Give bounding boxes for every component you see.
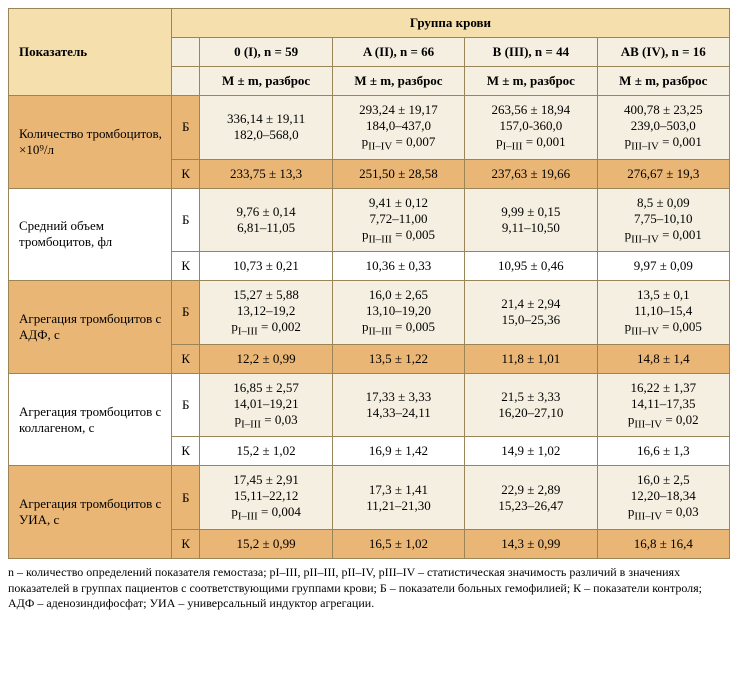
cell-b: 293,24 ± 19,17184,0–437,0pII–IV = 0,007 bbox=[332, 96, 464, 160]
cell-k: 16,6 ± 1,3 bbox=[597, 437, 729, 466]
cell-b: 17,45 ± 2,9115,11–22,12pI–III = 0,004 bbox=[200, 466, 332, 530]
cell-k: 10,95 ± 0,46 bbox=[465, 252, 597, 281]
cell-b: 16,22 ± 1,3714,11–17,35pIII–IV = 0,02 bbox=[597, 373, 729, 437]
cell-k: 10,36 ± 0,33 bbox=[332, 252, 464, 281]
header-group-1: A (II), n = 66 bbox=[332, 38, 464, 67]
header-group-3: AB (IV), n = 16 bbox=[597, 38, 729, 67]
cell-k: 15,2 ± 0,99 bbox=[200, 529, 332, 558]
header-group-title: Группа крови bbox=[171, 9, 729, 38]
cell-k: 16,8 ± 16,4 bbox=[597, 529, 729, 558]
indicator-name: Количество тромбоцитов, ×10⁹/л bbox=[9, 96, 172, 189]
row-k-label: К bbox=[171, 437, 200, 466]
row-b-label: Б bbox=[171, 373, 200, 437]
cell-b: 400,78 ± 23,25239,0–503,0pIII–IV = 0,001 bbox=[597, 96, 729, 160]
cell-b: 336,14 ± 19,11182,0–568,0 bbox=[200, 96, 332, 160]
row-b-label: Б bbox=[171, 466, 200, 530]
cell-k: 251,50 ± 28,58 bbox=[332, 159, 464, 188]
header-group-0: 0 (I), n = 59 bbox=[200, 38, 332, 67]
cell-k: 276,67 ± 19,3 bbox=[597, 159, 729, 188]
cell-b: 16,0 ± 2,6513,10–19,20pII–III = 0,005 bbox=[332, 281, 464, 345]
cell-b: 16,0 ± 2,512,20–18,34pIII–IV = 0,03 bbox=[597, 466, 729, 530]
indicator-name: Агрегация тромбоцитов с УИА, с bbox=[9, 466, 172, 559]
cell-b: 9,99 ± 0,159,11–10,50 bbox=[465, 188, 597, 252]
row-b-label: Б bbox=[171, 281, 200, 345]
header-blank2 bbox=[171, 67, 200, 96]
row-k-label: К bbox=[171, 252, 200, 281]
cell-k: 14,8 ± 1,4 bbox=[597, 344, 729, 373]
cell-b: 8,5 ± 0,097,75–10,10pIII–IV = 0,001 bbox=[597, 188, 729, 252]
cell-k: 16,9 ± 1,42 bbox=[332, 437, 464, 466]
cell-b: 15,27 ± 5,8813,12–19,2pI–III = 0,002 bbox=[200, 281, 332, 345]
row-k-label: К bbox=[171, 159, 200, 188]
cell-k: 237,63 ± 19,66 bbox=[465, 159, 597, 188]
header-blank bbox=[171, 38, 200, 67]
cell-b: 17,33 ± 3,3314,33–24,11 bbox=[332, 373, 464, 437]
indicator-name: Агрегация тромбоцитов с АДФ, с bbox=[9, 281, 172, 374]
cell-b: 16,85 ± 2,5714,01–19,21pI–III = 0,03 bbox=[200, 373, 332, 437]
cell-b: 21,4 ± 2,9415,0–25,36 bbox=[465, 281, 597, 345]
row-b-label: Б bbox=[171, 96, 200, 160]
cell-b: 21,5 ± 3,3316,20–27,10 bbox=[465, 373, 597, 437]
header-sub-1: M ± m, разброс bbox=[332, 67, 464, 96]
cell-k: 233,75 ± 13,3 bbox=[200, 159, 332, 188]
cell-k: 15,2 ± 1,02 bbox=[200, 437, 332, 466]
cell-k: 9,97 ± 0,09 bbox=[597, 252, 729, 281]
cell-k: 12,2 ± 0,99 bbox=[200, 344, 332, 373]
cell-k: 13,5 ± 1,22 bbox=[332, 344, 464, 373]
header-group-2: B (III), n = 44 bbox=[465, 38, 597, 67]
header-indicator: Показатель bbox=[9, 9, 172, 96]
cell-b: 22,9 ± 2,8915,23–26,47 bbox=[465, 466, 597, 530]
header-sub-2: M ± m, разброс bbox=[465, 67, 597, 96]
row-k-label: К bbox=[171, 529, 200, 558]
header-sub-3: M ± m, разброс bbox=[597, 67, 729, 96]
cell-b: 9,76 ± 0,146,81–11,05 bbox=[200, 188, 332, 252]
hemostasis-table: Показатель Группа крови 0 (I), n = 59 A … bbox=[8, 8, 730, 559]
cell-k: 16,5 ± 1,02 bbox=[332, 529, 464, 558]
footnote: n – количество определений показателя ге… bbox=[8, 565, 730, 612]
cell-b: 9,41 ± 0,127,72–11,00pII–III = 0,005 bbox=[332, 188, 464, 252]
indicator-name: Средний объем тромбоцитов, фл bbox=[9, 188, 172, 281]
row-b-label: Б bbox=[171, 188, 200, 252]
header-sub-0: M ± m, разброс bbox=[200, 67, 332, 96]
row-k-label: К bbox=[171, 344, 200, 373]
cell-b: 263,56 ± 18,94157,0-360,0pI–III = 0,001 bbox=[465, 96, 597, 160]
cell-k: 14,3 ± 0,99 bbox=[465, 529, 597, 558]
cell-k: 14,9 ± 1,02 bbox=[465, 437, 597, 466]
cell-b: 13,5 ± 0,111,10–15,4pIII–IV = 0,005 bbox=[597, 281, 729, 345]
cell-b: 17,3 ± 1,4111,21–21,30 bbox=[332, 466, 464, 530]
cell-k: 10,73 ± 0,21 bbox=[200, 252, 332, 281]
cell-k: 11,8 ± 1,01 bbox=[465, 344, 597, 373]
indicator-name: Агрегация тромбоцитов с коллагеном, с bbox=[9, 373, 172, 466]
